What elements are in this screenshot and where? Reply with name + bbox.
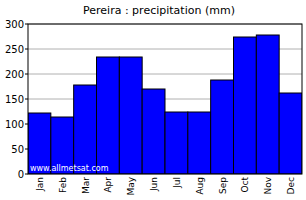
bar xyxy=(279,93,302,174)
x-tick-label: May xyxy=(126,176,136,195)
bar xyxy=(142,89,165,174)
y-tick-label: 0 xyxy=(18,169,24,180)
bar xyxy=(256,35,279,174)
x-tick-label: Nov xyxy=(263,176,273,194)
chart-container: Pereira : precipitation (mm) 0 50 100 150 200… xyxy=(0,0,306,200)
bars xyxy=(28,35,302,174)
bar xyxy=(211,80,234,174)
bar xyxy=(119,57,142,174)
x-tick-label: Oct xyxy=(240,177,250,193)
y-tick-label: 300 xyxy=(5,19,24,30)
y-tick-label: 100 xyxy=(5,119,24,130)
x-tick-label: Jun xyxy=(149,177,159,192)
bar xyxy=(234,37,257,174)
x-tick-label: Dec xyxy=(286,177,296,194)
x-tick-label: Jan xyxy=(35,177,45,192)
x-tick-label: Feb xyxy=(58,177,68,193)
bar xyxy=(97,57,120,174)
chart-svg: Pereira : precipitation (mm) 0 50 100 150 200… xyxy=(0,0,306,200)
bar xyxy=(188,112,211,174)
background xyxy=(0,0,306,200)
x-tick-label: Sep xyxy=(218,177,228,194)
x-tick-label: Jul xyxy=(172,177,182,189)
title: Pereira : precipitation (mm) xyxy=(83,4,235,17)
x-tick-label: Mar xyxy=(81,177,91,194)
plot-area xyxy=(28,24,302,174)
y-tick-label: 150 xyxy=(5,94,24,105)
y-tick-label: 200 xyxy=(5,69,24,80)
y-tick-label: 250 xyxy=(5,44,24,55)
x-tick-label: Apr xyxy=(103,177,113,193)
x-tick-label: Aug xyxy=(195,177,205,195)
watermark: www.allmetsat.com xyxy=(30,164,109,173)
y-tick-label: 50 xyxy=(11,144,24,155)
bar xyxy=(74,85,97,174)
bar xyxy=(165,112,188,174)
plot-frame xyxy=(28,24,302,174)
